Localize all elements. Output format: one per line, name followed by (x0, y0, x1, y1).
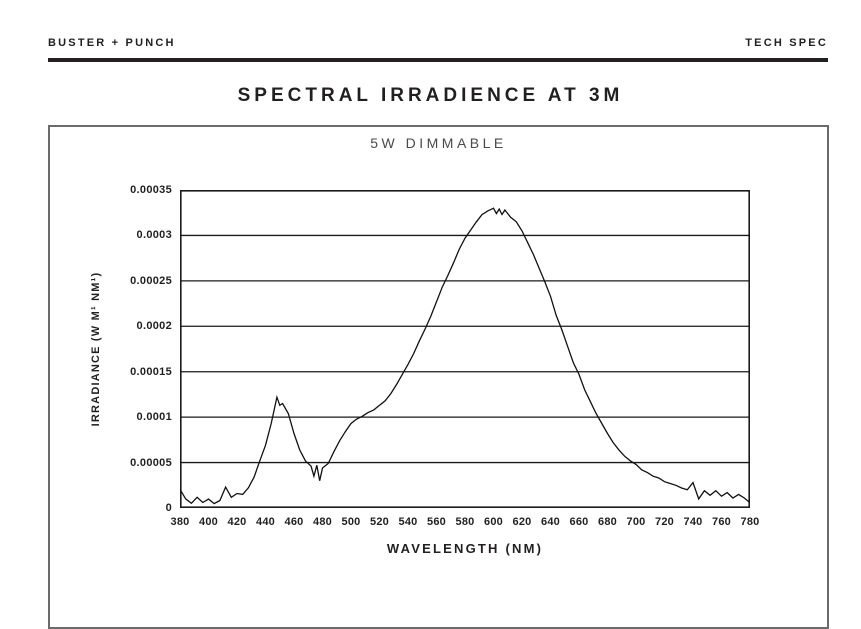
x-tick-label: 760 (712, 516, 731, 528)
y-tick-label: 0.00035 (130, 184, 172, 196)
y-tick-label: 0 (165, 502, 172, 514)
x-tick-label: 460 (284, 516, 304, 528)
x-axis-title: WAVELENGTH (NM) (386, 541, 544, 556)
x-tick-label: 440 (256, 516, 275, 528)
plot-svg (180, 190, 750, 508)
x-tick-label: 780 (740, 516, 760, 528)
x-tick-label: 700 (626, 516, 646, 528)
y-tick-label: 0.0001 (136, 411, 172, 424)
x-tick-label: 660 (569, 516, 589, 528)
page: { "header": { "brand": "BUSTER + PUNCH",… (48, 37, 829, 629)
x-tick-label: 380 (170, 516, 190, 528)
y-tick-label: 0.0002 (136, 320, 172, 333)
header-rule (48, 58, 828, 62)
x-tick-label: 500 (341, 516, 361, 528)
y-tick-label: 0.00025 (130, 274, 172, 287)
brand-text: BUSTER + PUNCH (48, 37, 176, 49)
y-tick-label: 0.00005 (130, 456, 172, 469)
header: BUSTER + PUNCH TECH SPEC (48, 37, 828, 49)
x-tick-label: 580 (455, 516, 475, 528)
panel-subtitle: 5W DIMMABLE (370, 135, 507, 151)
plot-border (180, 190, 750, 508)
page-title: SPECTRAL IRRADIENCE AT 3M (237, 85, 624, 106)
x-tick-label: 400 (199, 516, 218, 528)
plot-area (180, 190, 750, 508)
spectrum-line (180, 207, 750, 505)
y-tick-label: 0.0003 (136, 229, 172, 242)
x-tick-label: 620 (512, 516, 532, 528)
x-tick-label: 480 (313, 516, 332, 528)
y-tick-labels: 0.00035 0.0003 0.00025 0.0002 0.00015 0.0001 0… (50, 184, 172, 514)
x-tick-label: 420 (227, 516, 247, 528)
x-tick-label: 600 (484, 516, 503, 528)
x-tick-label: 520 (370, 516, 389, 528)
x-tick-label: 540 (398, 516, 418, 528)
x-tick-label: 560 (427, 516, 446, 528)
x-tick-label: 640 (541, 516, 560, 528)
x-tick-label: 720 (655, 516, 674, 528)
x-tick-labels: 380 400 420 440 460 480 500 520 540 560 580 600 620 6… (171, 515, 760, 529)
x-tick-label: 740 (683, 516, 703, 528)
doc-type-text: TECH SPEC (745, 37, 828, 49)
spec-panel: 5W DIMMABLE IRRADIANCE (W M¹ NM¹) 0.0003… (48, 125, 829, 629)
spectral-chart: IRRADIANCE (W M¹ NM¹) 0.00035 0.0003 0.000… (50, 127, 827, 627)
x-tick-label: 680 (598, 516, 617, 528)
y-tick-label: 0.00015 (130, 365, 172, 378)
